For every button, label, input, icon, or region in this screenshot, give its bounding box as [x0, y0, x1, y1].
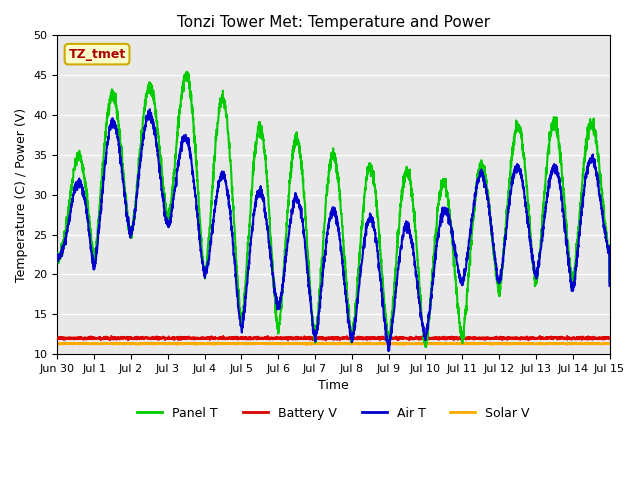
- Solar V: [116, 341, 124, 347]
- Air T: [116, 156, 124, 161]
- Panel T: [422, 344, 430, 350]
- Line: Solar V: Solar V: [58, 343, 609, 345]
- Solar V: [302, 342, 310, 348]
- Panel T: [54, 250, 61, 256]
- Battery V: [322, 337, 330, 343]
- Air T: [289, 198, 297, 204]
- Panel T: [149, 96, 157, 102]
- Panel T: [266, 211, 273, 217]
- Solar V: [193, 340, 200, 346]
- Air T: [385, 348, 392, 354]
- Battery V: [536, 335, 543, 340]
- Air T: [595, 192, 603, 197]
- Panel T: [289, 143, 297, 149]
- Solar V: [289, 341, 297, 347]
- Solar V: [149, 341, 157, 347]
- Air T: [605, 283, 613, 289]
- Solar V: [605, 341, 613, 347]
- Battery V: [149, 335, 157, 341]
- Panel T: [595, 159, 603, 165]
- X-axis label: Time: Time: [318, 379, 349, 392]
- Line: Panel T: Panel T: [58, 72, 609, 347]
- Text: TZ_tmet: TZ_tmet: [68, 48, 125, 60]
- Line: Battery V: Battery V: [58, 336, 609, 340]
- Battery V: [595, 336, 603, 341]
- Panel T: [536, 255, 543, 261]
- Title: Tonzi Tower Met: Temperature and Power: Tonzi Tower Met: Temperature and Power: [177, 15, 490, 30]
- Battery V: [220, 333, 227, 339]
- Solar V: [595, 341, 603, 347]
- Battery V: [116, 336, 124, 342]
- Solar V: [54, 341, 61, 347]
- Battery V: [605, 335, 613, 341]
- Air T: [146, 107, 154, 112]
- Battery V: [266, 335, 273, 341]
- Legend: Panel T, Battery V, Air T, Solar V: Panel T, Battery V, Air T, Solar V: [132, 402, 535, 425]
- Air T: [150, 119, 157, 125]
- Battery V: [54, 336, 61, 342]
- Panel T: [183, 69, 191, 74]
- Air T: [536, 252, 543, 257]
- Line: Air T: Air T: [58, 109, 609, 351]
- Air T: [54, 252, 61, 257]
- Panel T: [116, 142, 124, 147]
- Y-axis label: Temperature (C) / Power (V): Temperature (C) / Power (V): [15, 108, 28, 282]
- Solar V: [536, 341, 543, 347]
- Solar V: [266, 341, 273, 347]
- Battery V: [289, 336, 297, 342]
- Panel T: [605, 279, 613, 285]
- Air T: [266, 244, 273, 250]
